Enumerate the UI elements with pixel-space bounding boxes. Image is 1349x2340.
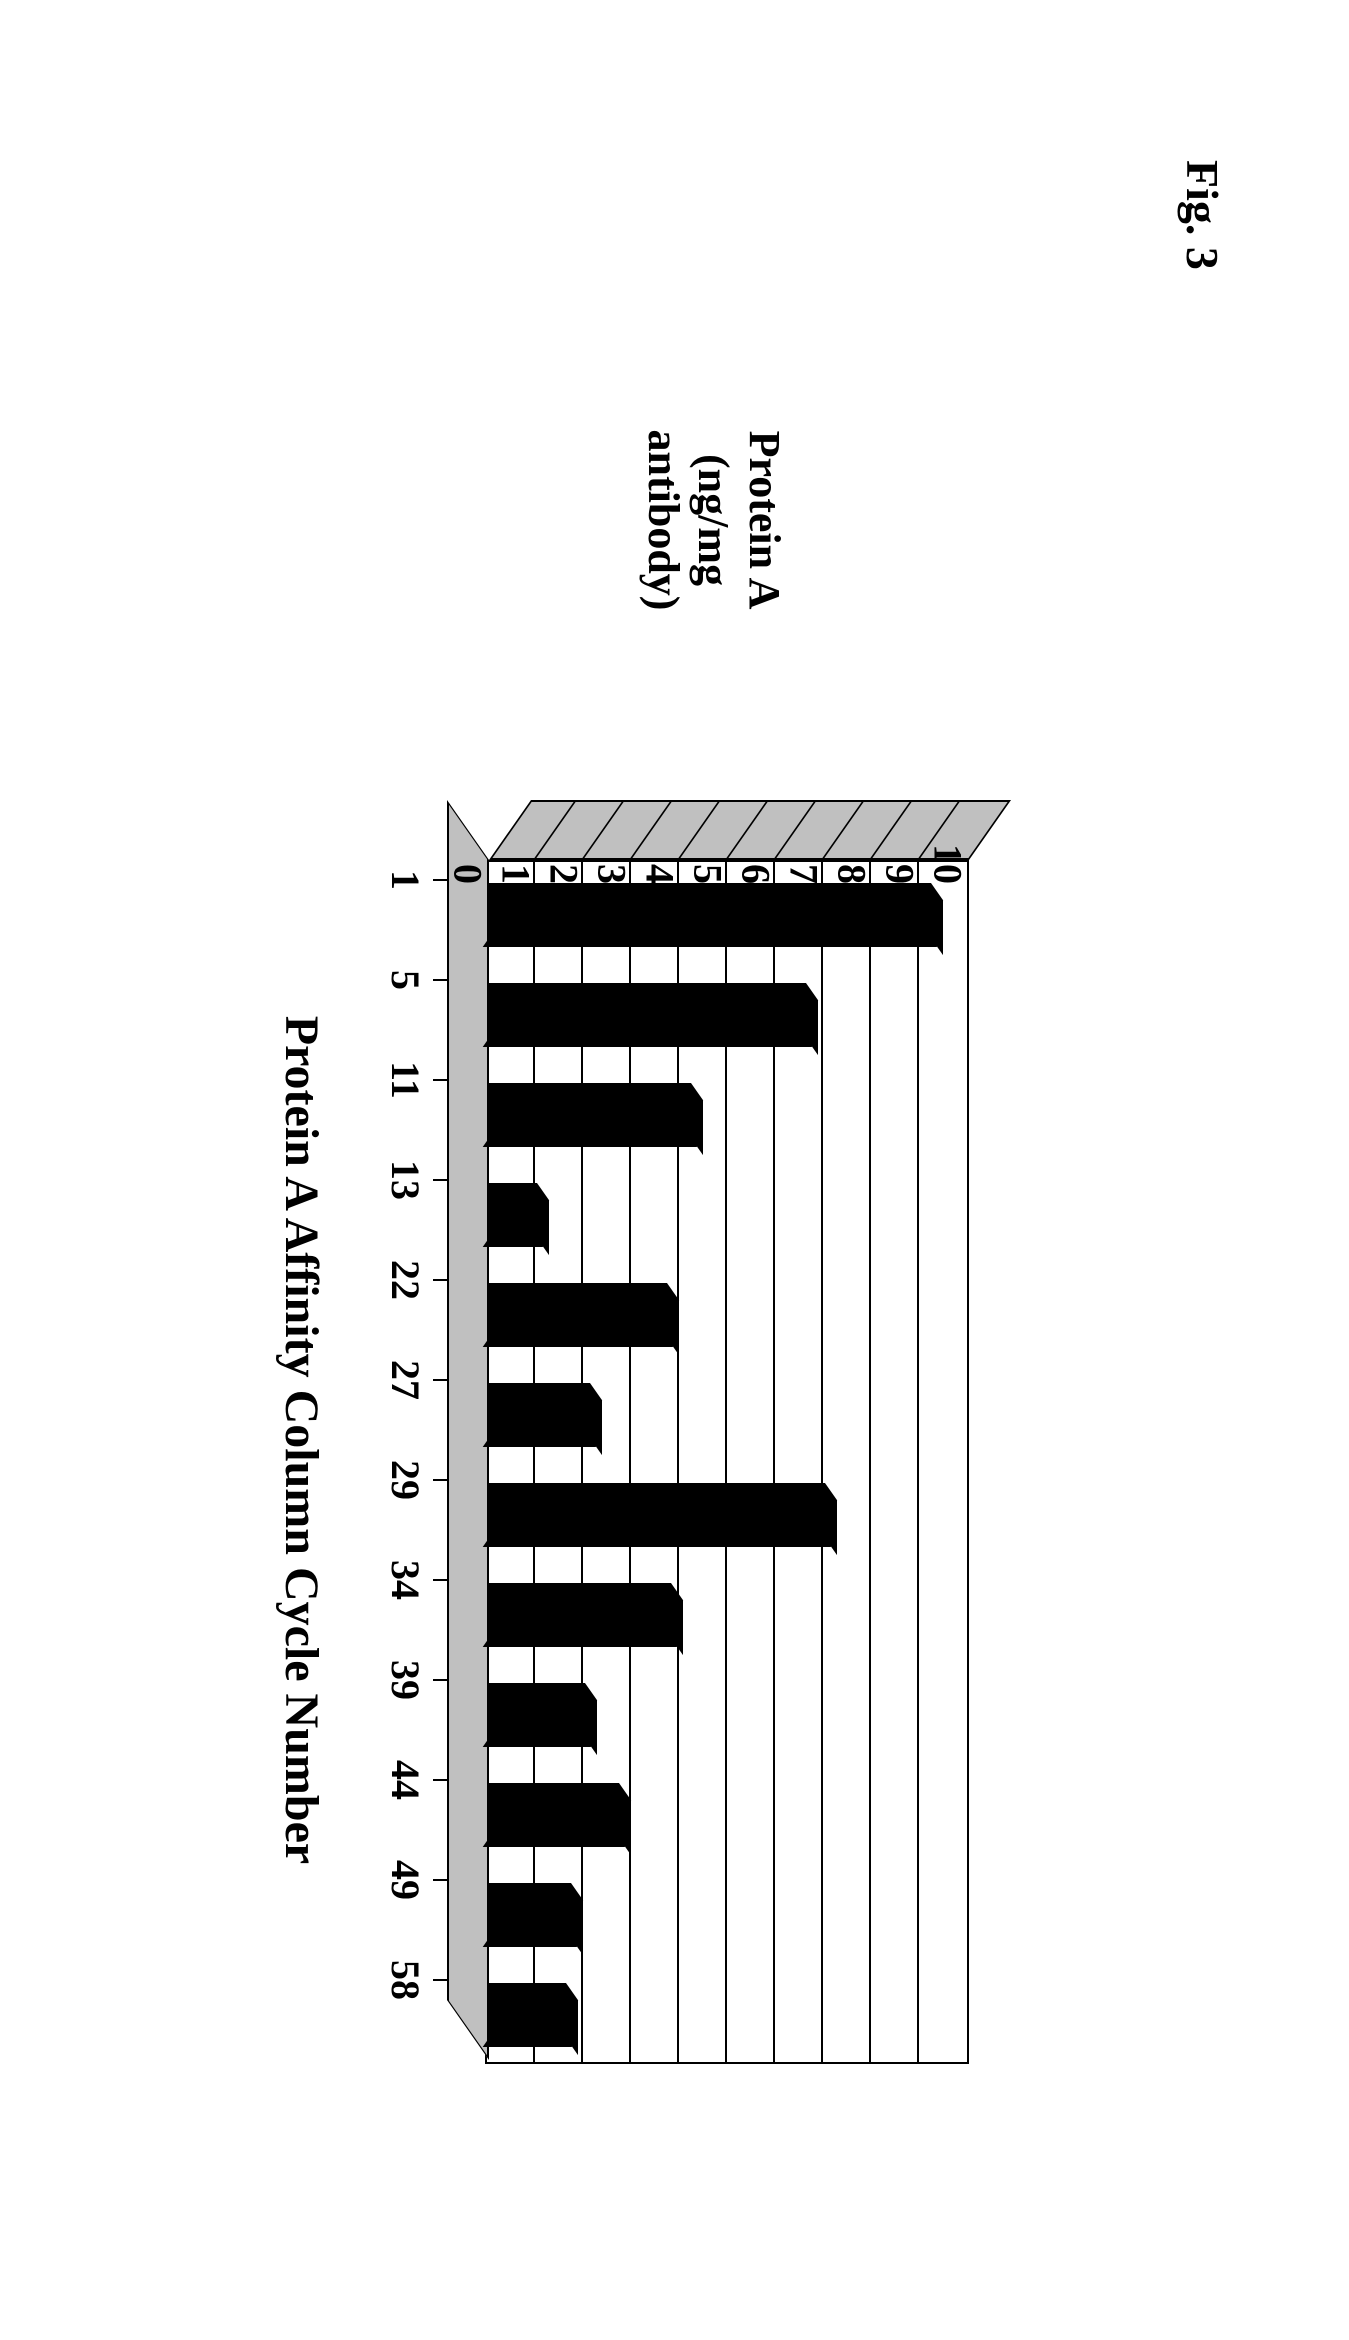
bar [489,1883,571,1938]
x-tick-mark [433,1479,447,1481]
x-tick-label: 27 [382,1360,429,1400]
x-tick-label: 39 [382,1660,429,1700]
y-tick-label: 9 [877,804,924,884]
x-tick-label: 5 [382,970,429,990]
bar [489,1983,566,2038]
x-tick-label: 13 [382,1160,429,1200]
x-tick-label: 29 [382,1460,429,1500]
x-tick-mark [433,1679,447,1681]
x-tick-label: 34 [382,1560,429,1600]
page: Fig. 3 Protein A (ng/mg antibody) 012345… [0,0,1349,2340]
bar [489,983,806,1038]
bar [489,1783,619,1838]
x-tick-label: 22 [382,1260,429,1300]
y-axis-title-line: antibody) [639,430,688,611]
x-tick-mark [433,1979,447,1981]
y-axis-title-line: (ng/mg [689,454,738,586]
x-tick-mark [433,1579,447,1581]
x-axis-title: Protein A Affinity Column Cycle Number [274,800,329,2080]
x-tick-mark [433,1879,447,1881]
bar [489,1483,825,1538]
x-tick-mark [433,1779,447,1781]
bar [489,1583,671,1638]
x-tick-mark [433,879,447,881]
x-tick-mark [433,1079,447,1081]
y-tick-label: 8 [829,804,876,884]
bars-layer [489,860,969,2060]
y-tick-label: 5 [685,804,732,884]
x-tick-label: 1 [382,870,429,890]
y-tick-label: 0 [445,804,492,884]
bar [489,1283,667,1338]
bar [489,883,931,938]
y-axis-title-line: Protein A [740,431,789,610]
bar [489,1383,590,1438]
x-tick-label: 44 [382,1760,429,1800]
x-tick-label: 58 [382,1960,429,2000]
y-tick-label: 10 [925,804,972,884]
chart: 012345678910 1511132227293439444958 Prot… [249,800,969,2180]
figure: Fig. 3 Protein A (ng/mg antibody) 012345… [0,0,1349,2340]
y-tick-label: 3 [589,804,636,884]
figure-label: Fig. 3 [1176,160,1229,270]
x-tick-mark [433,1379,447,1381]
x-tick-mark [433,1179,447,1181]
y-tick-label: 7 [781,804,828,884]
y-tick-label: 4 [637,804,684,884]
y-axis-title: Protein A (ng/mg antibody) [637,360,789,680]
bar [489,1083,691,1138]
plot-area [449,800,969,2080]
plot-floor [447,800,489,2060]
x-tick-label: 49 [382,1860,429,1900]
y-tick-label: 1 [493,804,540,884]
bar [489,1183,537,1238]
y-tick-label: 2 [541,804,588,884]
x-tick-mark [433,979,447,981]
x-tick-mark [433,1279,447,1281]
x-tick-label: 11 [382,1061,429,1099]
y-tick-label: 6 [733,804,780,884]
bar [489,1683,585,1738]
